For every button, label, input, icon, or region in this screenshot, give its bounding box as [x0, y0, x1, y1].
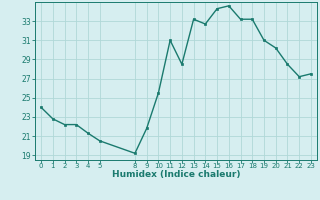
- X-axis label: Humidex (Indice chaleur): Humidex (Indice chaleur): [112, 170, 240, 179]
